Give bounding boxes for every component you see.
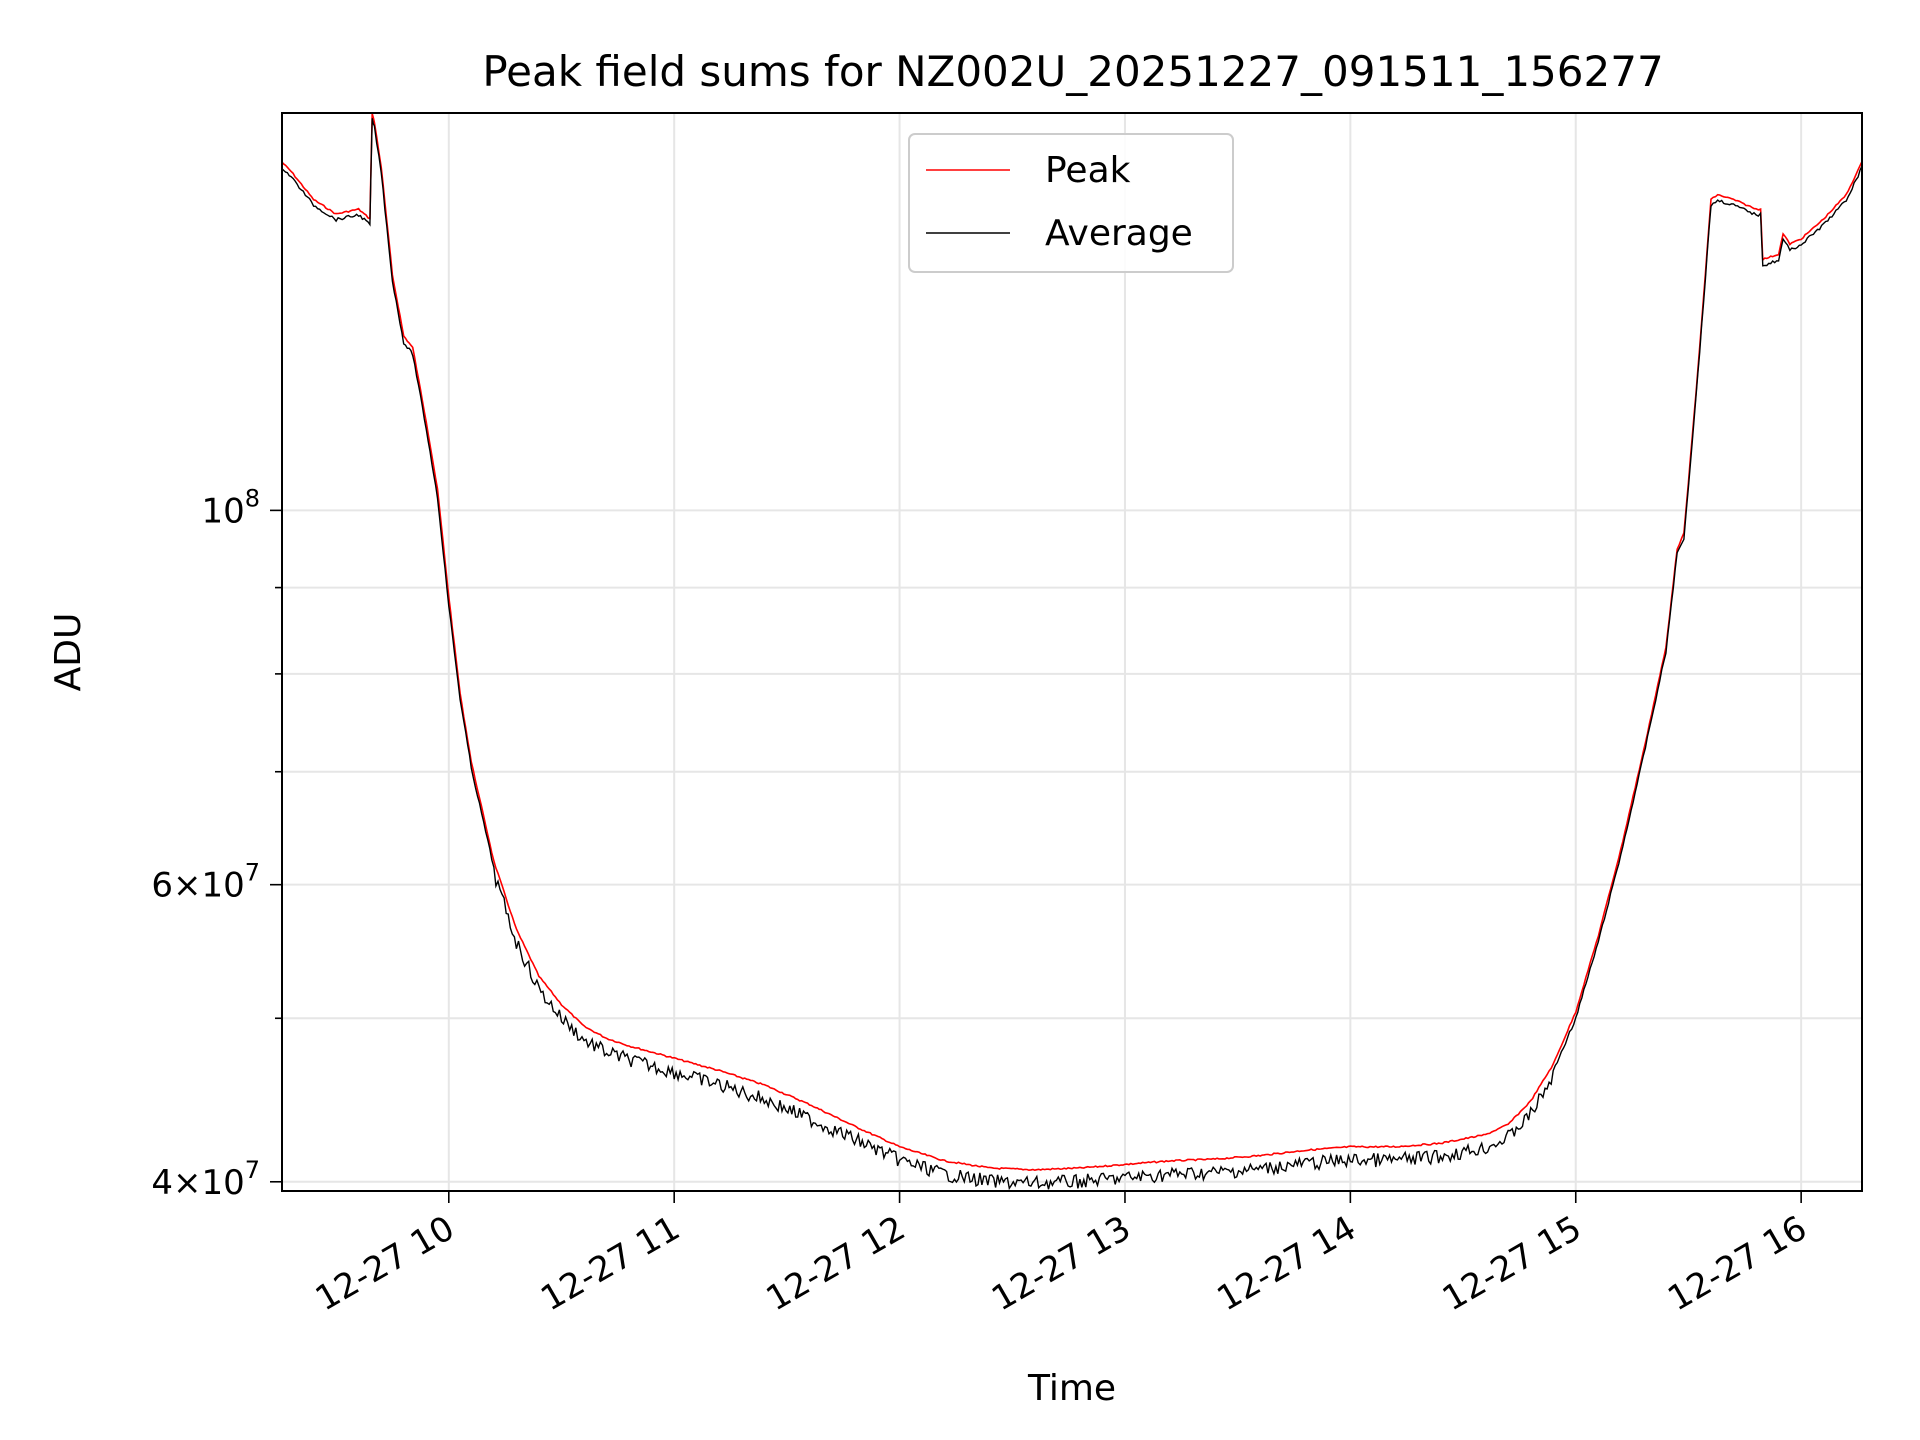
y-tick-label: 4×107	[151, 1156, 260, 1203]
legend-label-peak: Peak	[1045, 150, 1131, 191]
plot-frame	[281, 112, 1863, 1192]
grid	[282, 113, 1862, 1191]
legend: Peak Average	[908, 133, 1234, 273]
y-tick-label: 6×107	[151, 859, 260, 906]
legend-label-average: Average	[1045, 213, 1193, 254]
y-axis-label: ADU	[48, 613, 89, 692]
legend-box	[908, 133, 1234, 273]
series-line-average	[282, 118, 1862, 1191]
y-tick-label: 108	[201, 484, 260, 531]
series-line-peak	[282, 113, 1862, 1172]
x-axis-label: Time	[1027, 1368, 1116, 1409]
chart-title: Peak field sums for NZ002U_20251227_0915…	[482, 47, 1663, 96]
